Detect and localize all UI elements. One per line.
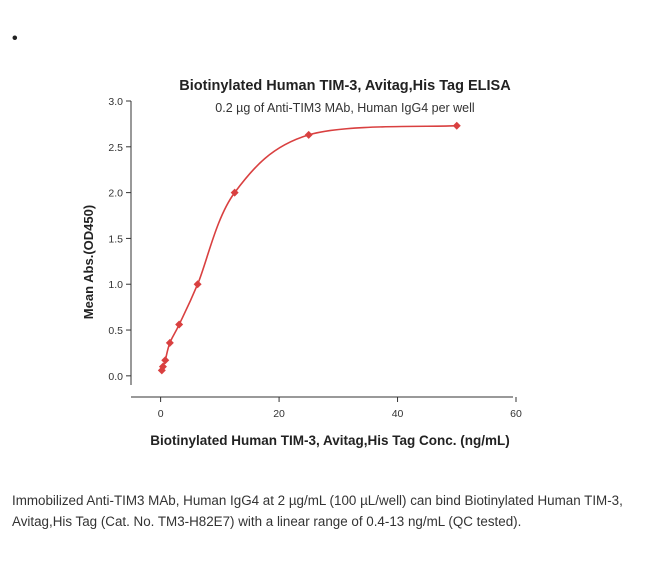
x-tick-label: 40	[392, 408, 404, 420]
chart-subtitle: 0.2 µg of Anti-TIM3 MAb, Human IgG4 per …	[215, 101, 474, 115]
data-point	[158, 362, 167, 371]
data-point	[165, 338, 174, 347]
data-point	[452, 121, 461, 130]
x-tick-label: 0	[158, 408, 164, 420]
chart-title: Biotinylated Human TIM-3, Avitag,His Tag…	[179, 78, 511, 94]
y-tick-label: 0.5	[108, 325, 123, 337]
data-point	[193, 280, 202, 289]
y-tick-label: 1.5	[108, 233, 123, 245]
bullet-mark: •	[12, 30, 18, 47]
fit-curve	[161, 124, 457, 371]
y-tick-label: 1.0	[108, 279, 123, 291]
figure-caption: Immobilized Anti-TIM3 MAb, Human IgG4 at…	[12, 493, 623, 529]
fit-curve-group	[161, 124, 457, 371]
data-point	[304, 130, 313, 139]
y-tick-label: 0.0	[108, 371, 123, 383]
y-tick-label: 3.0	[108, 96, 123, 108]
y-tick-label: 2.5	[108, 142, 123, 154]
x-axis-label: Biotinylated Human TIM-3, Avitag,His Tag…	[150, 433, 510, 448]
x-tick-label: 60	[510, 408, 522, 420]
data-point	[230, 188, 239, 197]
data-points-group	[157, 121, 461, 375]
data-point	[161, 356, 170, 365]
y-tick-label: 2.0	[108, 188, 123, 200]
elisa-chart: Biotinylated Human TIM-3, Avitag,His Tag…	[81, 78, 522, 448]
data-point	[175, 320, 184, 329]
chart-axes: 0.0 0.5 1.0 1.5 2.0 2.5 3.0 0 20 40 60	[108, 96, 522, 420]
y-axis-label: Mean Abs.(OD450)	[81, 205, 96, 319]
x-tick-label: 20	[273, 408, 285, 420]
